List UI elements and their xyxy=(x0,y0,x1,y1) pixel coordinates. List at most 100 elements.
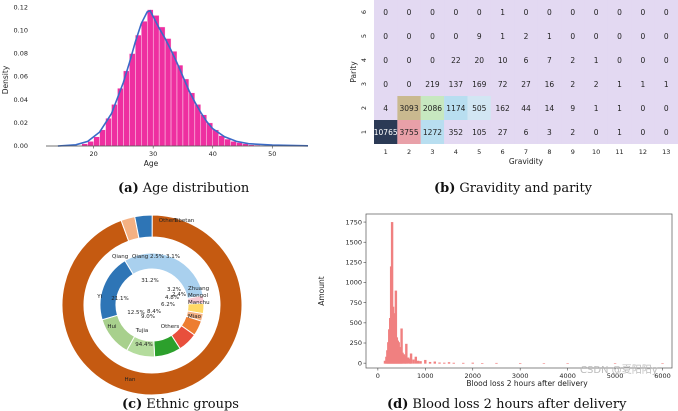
heatmap-cell-value: 0 xyxy=(453,8,458,17)
y-tick-label: 0.02 xyxy=(14,119,28,127)
heatmap-cell-value: 0 xyxy=(664,8,669,17)
histogram-bar xyxy=(471,362,474,364)
heatmap-cell-value: 6 xyxy=(524,56,529,65)
caption-a: (a) Age distribution xyxy=(118,181,250,196)
inner-pct: 6.2% xyxy=(161,302,175,308)
x-axis-label: Blood loss 2 hours after delivery xyxy=(466,379,588,388)
heatmap-cell-value: 4 xyxy=(383,104,388,113)
inner-label: Others xyxy=(161,324,180,330)
y-tick-label: 750 xyxy=(350,299,362,307)
heatmap-cell xyxy=(631,48,655,72)
heatmap-cell xyxy=(654,0,678,24)
heatmap-cell-value: 0 xyxy=(641,104,646,113)
histogram-bar xyxy=(428,361,432,364)
heatmap-cell-value: 0 xyxy=(383,8,388,17)
heatmap-cell xyxy=(420,72,445,96)
heatmap-cell xyxy=(584,72,608,96)
heatmap-cell xyxy=(490,0,515,24)
heatmap-cell-value: 0 xyxy=(430,56,435,65)
outer-label-tibetan: Tibetan xyxy=(173,218,195,224)
inner-label-qiang: Qiang xyxy=(112,254,128,260)
heatmap-cell xyxy=(584,96,608,120)
histogram-bar xyxy=(452,362,455,364)
heatmap-cell-value: 137 xyxy=(449,80,464,89)
heatmap-cell xyxy=(374,72,398,96)
heatmap-cell xyxy=(397,120,421,144)
heatmap-cell xyxy=(631,24,655,48)
heatmap-cell-value: 1 xyxy=(500,32,505,41)
heatmap-cell-value: 0 xyxy=(664,104,669,113)
heatmap-cell xyxy=(631,72,655,96)
y-tick-label: 1500 xyxy=(345,238,362,246)
heatmap-cell-value: 9 xyxy=(477,32,482,41)
annotation: Qiang 2.5% xyxy=(132,254,164,260)
histogram-bar xyxy=(447,362,451,364)
heatmap-cell-value: 2 xyxy=(570,80,575,89)
heatmap-cell xyxy=(607,48,632,72)
x-tick-label: 5 xyxy=(477,148,481,156)
y-tick-label: 3 xyxy=(360,82,368,86)
y-tick-label: 0.10 xyxy=(14,26,28,34)
heatmap-cell-value: 27 xyxy=(521,80,531,89)
y-tick-label: 1250 xyxy=(345,259,362,267)
heatmap-cell-value: 0 xyxy=(383,80,388,89)
heatmap-cell-value: 7 xyxy=(547,56,552,65)
outer-label-han: Han xyxy=(125,377,137,383)
histogram-bar xyxy=(433,361,436,364)
heatmap-cell-value: 16 xyxy=(545,80,555,89)
heatmap-cell-value: 1 xyxy=(500,8,505,17)
y-tick-label: 0.06 xyxy=(14,73,28,81)
heatmap-cell xyxy=(420,24,445,48)
heatmap-cell xyxy=(420,96,445,120)
heatmap-cell-value: 0 xyxy=(664,32,669,41)
histogram-bar xyxy=(518,363,522,364)
heatmap-cell xyxy=(467,48,491,72)
heatmap-cell-value: 505 xyxy=(472,104,487,113)
heatmap-cell xyxy=(397,72,421,96)
heatmap-cell xyxy=(467,0,491,24)
heatmap-cell xyxy=(374,120,398,144)
heatmap-cell-value: 0 xyxy=(641,128,646,137)
y-tick-label: 6 xyxy=(360,10,368,14)
heatmap-cell-value: 1 xyxy=(617,80,622,89)
heatmap-cell xyxy=(654,48,678,72)
heatmap-cell-value: 3 xyxy=(547,128,552,137)
heatmap-cell-value: 6 xyxy=(524,128,529,137)
inner-pct: 31.2% xyxy=(141,278,158,284)
heatmap-cell xyxy=(467,96,491,120)
heatmap-cell-value: 1272 xyxy=(423,128,442,137)
inner-label: Hui xyxy=(107,324,117,330)
heatmap-cell xyxy=(420,120,445,144)
histogram-bar xyxy=(99,129,106,147)
heatmap-cell-value: 105 xyxy=(472,128,487,137)
inner-pct: 21.1% xyxy=(111,296,128,302)
blood-loss-panel: 0 1000 2000 3000 4000 5000 6000 0 250 500 750 1000 1… xyxy=(317,213,673,388)
heatmap-cell-value: 0 xyxy=(594,128,599,137)
y-tick-label: 0.12 xyxy=(14,3,28,11)
heatmap-cell xyxy=(467,72,491,96)
x-tick-label: 4 xyxy=(454,148,458,156)
y-axis-label: Density xyxy=(1,65,10,94)
heatmap-cell xyxy=(631,120,655,144)
x-axis-label: Age xyxy=(144,159,159,168)
heatmap-cell xyxy=(514,24,538,48)
heatmap-cell-value: 0 xyxy=(547,8,552,17)
histogram-bar xyxy=(147,9,154,147)
inner-label: Yi xyxy=(96,294,102,300)
y-tick-label: 250 xyxy=(350,339,362,347)
heatmap-cell xyxy=(654,96,678,120)
heatmap-cell-value: 0 xyxy=(641,32,646,41)
histogram-bar xyxy=(401,352,404,364)
outer-label-others: Others xyxy=(159,218,178,224)
heatmap-cell xyxy=(374,0,398,24)
histogram-bar xyxy=(661,363,664,364)
heatmap-cell xyxy=(654,72,678,96)
heatmap-cell xyxy=(537,48,562,72)
histogram-bar xyxy=(152,15,160,147)
y-tick-label: 4 xyxy=(360,58,368,62)
heatmap-cell-value: 0 xyxy=(407,8,412,17)
heatmap-cell xyxy=(397,96,421,120)
y-tick-label: 1000 xyxy=(345,279,362,287)
y-tick-label: 0.00 xyxy=(14,142,28,150)
inner-label: Manchu xyxy=(188,300,210,306)
